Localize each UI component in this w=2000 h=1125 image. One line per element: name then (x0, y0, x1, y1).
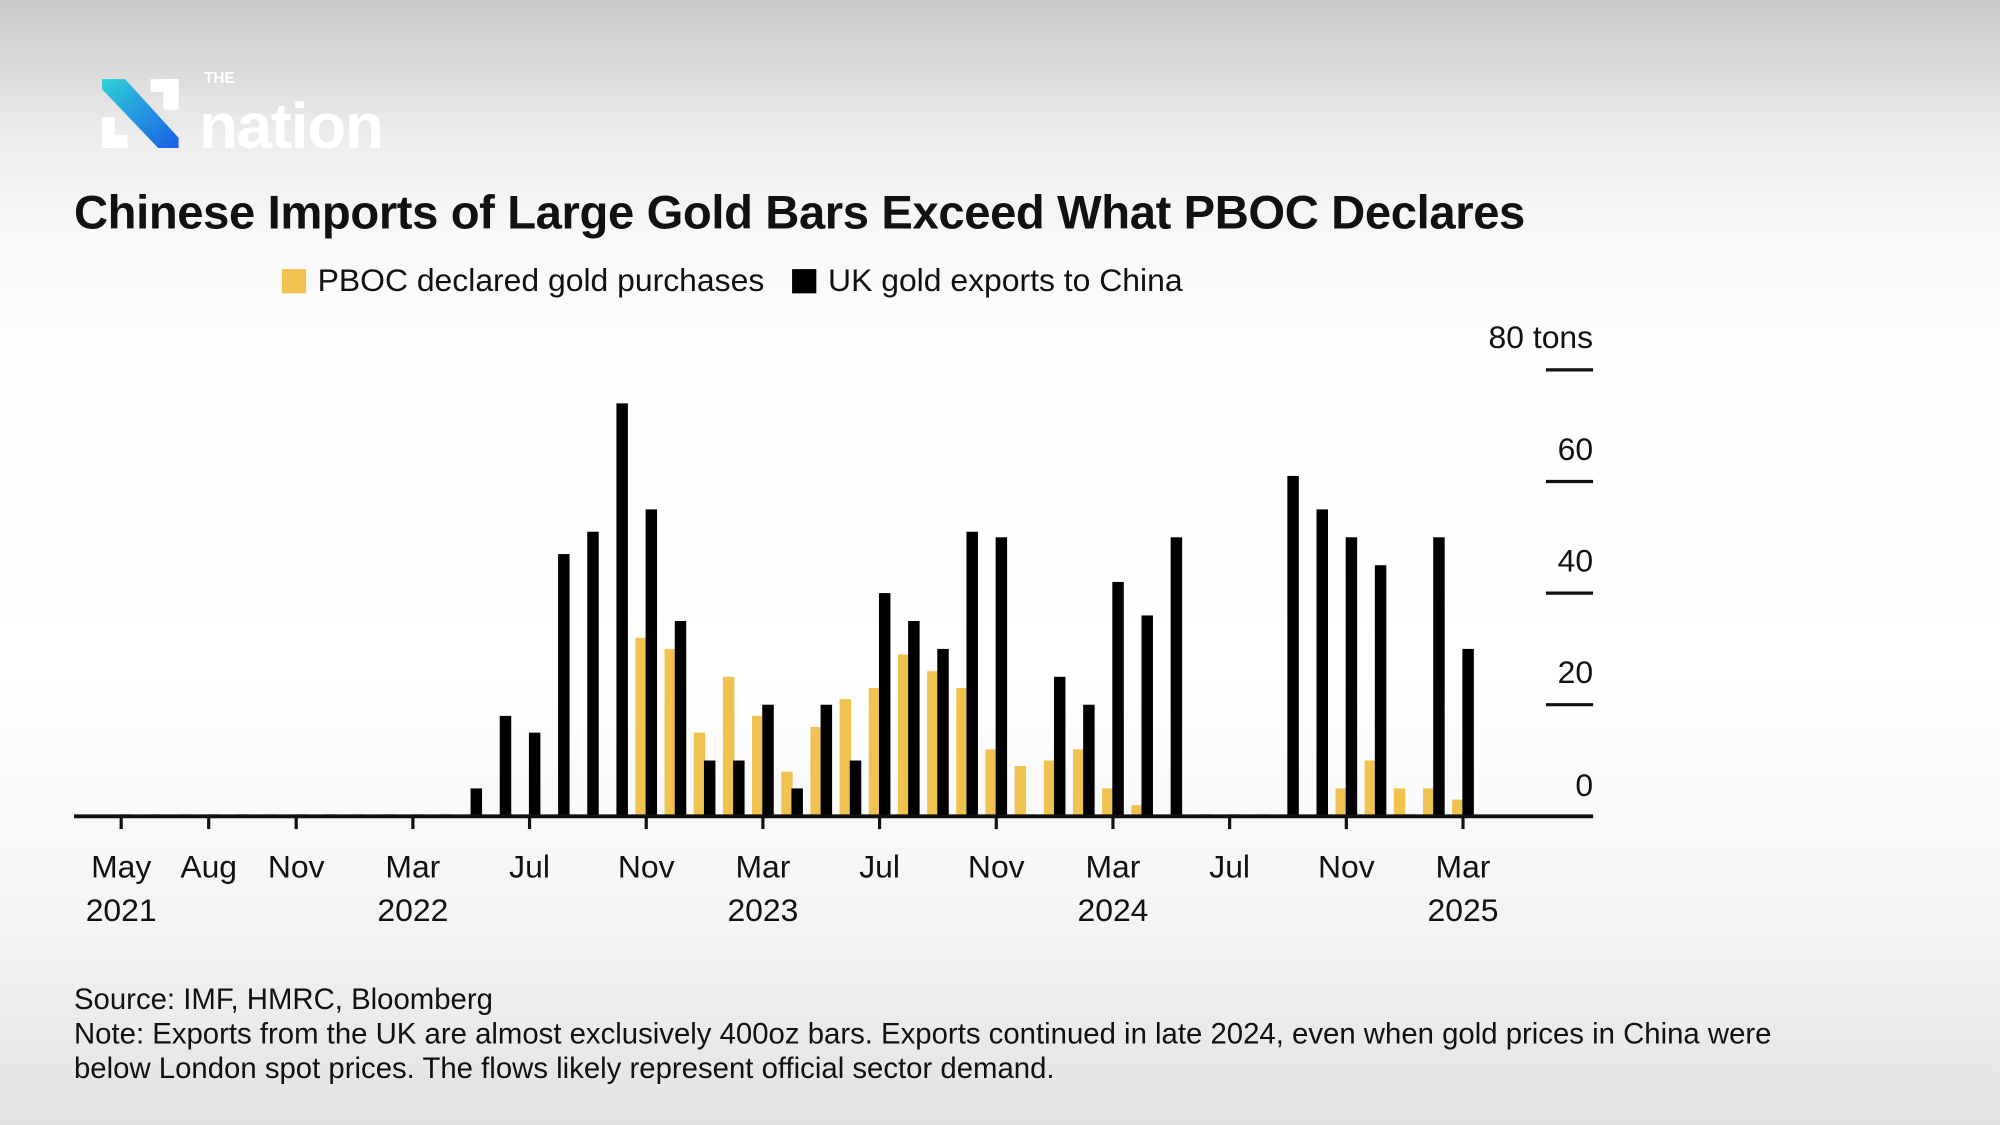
pboc-bar-2023-11 (985, 749, 997, 817)
x-tick-label: Mar (385, 849, 440, 885)
uk-bar-2025-02 (1433, 537, 1445, 817)
pboc-bar-2023-12 (1014, 766, 1027, 817)
pboc-bar-2023-10 (956, 687, 968, 817)
uk-bar-2024-01 (1053, 676, 1066, 817)
x-tick-label: Aug (180, 849, 237, 885)
pboc-bar-2025-02 (1422, 788, 1435, 817)
pboc-bar-2023-07 (868, 687, 881, 817)
uk-bar-2024-11 (1345, 537, 1358, 817)
source-text: Source: IMF, HMRC, Bloomberg (73, 982, 493, 1016)
svg-text:THE: THE (204, 70, 235, 87)
pboc-bar-2024-01 (1043, 760, 1056, 817)
pboc-bar-2024-03 (1102, 788, 1114, 817)
x-tick-label: Nov (618, 849, 675, 885)
x-tick-year: 2024 (1077, 892, 1148, 928)
x-tick-label: Nov (268, 849, 325, 885)
uk-bar-2024-10 (1316, 509, 1328, 817)
legend-label: UK gold exports to China (828, 262, 1183, 299)
pboc-bar-2022-11 (635, 637, 647, 817)
note-line-1: Note: Exports from the UK are almost exc… (73, 1016, 1772, 1050)
uk-bar-2023-10 (966, 531, 978, 817)
svg-text:nation: nation (199, 90, 383, 151)
x-tick-year: 2023 (727, 892, 798, 928)
uk-bar-2022-08 (558, 554, 570, 817)
x-tick-year: 2025 (1428, 892, 1499, 928)
x-tick-label: Mar (1086, 849, 1141, 885)
uk-bar-2023-11 (995, 537, 1008, 817)
uk-bar-2022-06 (499, 715, 512, 817)
pboc-bar-2023-04 (781, 771, 793, 817)
x-tick-label: Mar (735, 849, 790, 885)
pboc-bar-2023-02 (722, 676, 735, 817)
uk-bar-2024-05 (1170, 537, 1183, 817)
y-tick-label: 40 (1558, 542, 1593, 578)
legend-item-pboc: PBOC declared gold purchases (281, 262, 765, 300)
uk-bar-2023-01 (703, 760, 716, 817)
uk-bar-2024-09 (1287, 475, 1299, 817)
uk-bar-2022-10 (616, 403, 628, 817)
uk-bar-2022-09 (587, 531, 599, 817)
uk-bar-2023-09 (937, 648, 949, 817)
pboc-bar-2023-03 (752, 715, 764, 817)
x-tick-label: Nov (1318, 849, 1375, 885)
pboc-bar-2022-12 (664, 648, 677, 817)
uk-bar-2024-04 (1141, 615, 1153, 817)
the-nation-logo: THE nation (102, 70, 384, 151)
uk-bar-2023-05 (820, 704, 833, 817)
uk-bar-2024-02 (1083, 704, 1095, 817)
pboc-bar-2024-11 (1335, 788, 1347, 817)
uk-bar-2023-03 (762, 704, 774, 817)
pboc-bar-2023-01 (693, 732, 706, 817)
pboc-bar-2025-03 (1452, 799, 1464, 817)
pboc-bar-2025-01 (1393, 788, 1406, 817)
pboc-bar-2023-06 (839, 699, 852, 817)
x-tick-label: May (91, 849, 151, 885)
y-tick-label: 60 (1558, 431, 1593, 467)
y-tick-label: 80 tons (1489, 319, 1594, 355)
uk-bar-2025-03 (1462, 648, 1474, 817)
uk-bar-2023-08 (908, 621, 920, 817)
legend-swatch-black (792, 269, 817, 294)
x-tick-label: Jul (859, 849, 900, 885)
legend-label: PBOC declared gold purchases (317, 262, 765, 299)
x-tick-year: 2022 (377, 892, 448, 928)
note-line-2: below London spot prices. The flows like… (73, 1051, 1055, 1085)
uk-bar-2024-12 (1374, 565, 1387, 817)
x-tick-label: Jul (509, 849, 550, 885)
uk-bar-2023-04 (791, 788, 803, 817)
uk-bar-2023-06 (849, 760, 862, 817)
uk-bar-2022-12 (674, 621, 687, 817)
uk-bar-2022-05 (470, 788, 483, 817)
chart-title: Chinese Imports of Large Gold Bars Excee… (73, 186, 1525, 239)
x-tick-label: Mar (1436, 849, 1491, 885)
uk-bar-2024-03 (1112, 581, 1124, 817)
legend-swatch-yellow (281, 269, 307, 294)
x-tick-year: 2021 (86, 892, 157, 928)
uk-bar-2023-07 (878, 593, 891, 817)
uk-bar-2022-11 (645, 509, 658, 817)
pboc-bar-2023-05 (810, 727, 822, 817)
y-tick-label: 20 (1558, 654, 1593, 690)
legend: PBOC declared gold purchases UK gold exp… (281, 262, 1183, 300)
pboc-bar-2024-02 (1072, 749, 1085, 817)
pboc-bar-2024-12 (1364, 760, 1377, 817)
x-tick-label: Jul (1209, 849, 1250, 885)
x-tick-label: Nov (968, 849, 1025, 885)
pboc-bar-2023-09 (927, 671, 939, 817)
pboc-bar-2023-08 (897, 654, 910, 817)
y-tick-label: 0 (1575, 767, 1593, 803)
pboc-bar-2024-04 (1131, 805, 1143, 817)
legend-item-uk: UK gold exports to China (792, 262, 1183, 300)
uk-bar-2023-02 (733, 760, 745, 817)
uk-bar-2022-07 (528, 732, 541, 817)
